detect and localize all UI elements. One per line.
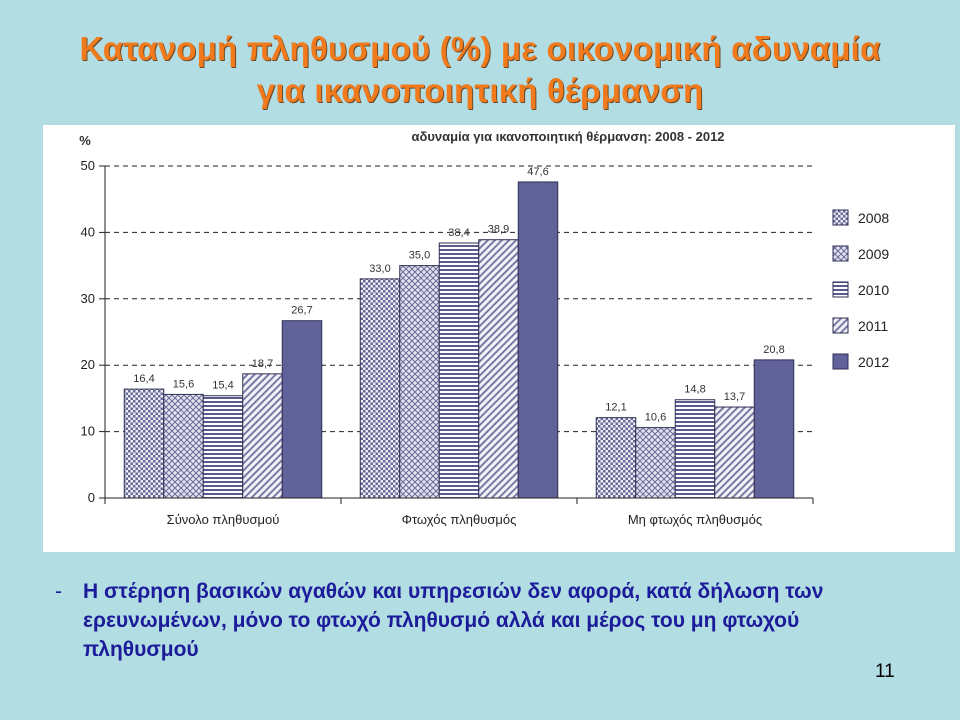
- bar-2010: [202, 395, 244, 499]
- legend-swatch-2009: [832, 245, 849, 262]
- data-label: 38,4: [448, 227, 469, 239]
- bar-2011: [478, 239, 519, 499]
- data-label: 12,1: [605, 402, 626, 414]
- data-label: 35,0: [409, 250, 430, 262]
- chart-title: αδυναμία για ικανοποιητική θέρμανση: 200…: [411, 129, 724, 144]
- data-label: 38,9: [488, 224, 509, 236]
- page-number: 11: [875, 661, 895, 682]
- data-label: 16,4: [133, 373, 154, 385]
- slide-title-line-1: Κατανομή πληθυσμού (%) με οικονομική αδυ…: [79, 30, 881, 67]
- bullet-text: Η στέρηση βασικών αγαθών και υπηρεσιών δ…: [83, 580, 824, 661]
- legend-swatch-2011: [832, 317, 849, 334]
- data-label: 15,4: [212, 380, 233, 392]
- bar-2010: [674, 399, 716, 499]
- x-tick-label: Μη φτωχός πληθυσμός: [628, 512, 762, 527]
- data-label: 13,7: [724, 391, 745, 403]
- bar-chart: αδυναμία για ικανοποιητική θέρμανση: 200…: [79, 129, 889, 527]
- data-label: 47,6: [527, 166, 548, 178]
- bar-2010: [438, 242, 480, 499]
- legend-swatch-2012: [832, 353, 849, 370]
- y-axis-label: %: [79, 133, 91, 148]
- bar-2009: [163, 393, 204, 499]
- data-label: 14,8: [684, 384, 705, 396]
- slide-title: Κατανομή πληθυσμού (%) με οικονομική αδυ…: [20, 28, 940, 112]
- slide-title-line-2: για ικανοποιητική θέρμανση: [256, 72, 704, 109]
- bar-2009: [635, 427, 676, 499]
- bar-2012: [517, 181, 559, 499]
- legend-label-2009: 2009: [858, 246, 889, 262]
- data-label: 26,7: [291, 305, 312, 317]
- bullet-marker: -: [55, 580, 62, 603]
- legend-swatch-2008: [832, 209, 849, 226]
- legend-label-2012: 2012: [858, 354, 889, 370]
- y-tick-label: 10: [81, 424, 95, 439]
- bar-2008: [123, 388, 165, 499]
- data-label: 33,0: [369, 263, 390, 275]
- data-label: 20,8: [763, 344, 784, 356]
- bar-2012: [753, 359, 795, 499]
- data-label: 18,7: [252, 358, 273, 370]
- bar-2008: [595, 417, 637, 499]
- y-tick-label: 0: [88, 490, 95, 505]
- data-label: 15,6: [173, 378, 194, 390]
- x-tick-label: Φτωχός πληθυσμός: [402, 512, 517, 527]
- bar-2011: [714, 406, 755, 499]
- y-tick-label: 30: [81, 291, 95, 306]
- y-tick-label: 40: [81, 224, 95, 239]
- legend-label-2011: 2011: [858, 318, 888, 334]
- bar-2012: [281, 320, 323, 499]
- y-tick-label: 20: [81, 357, 95, 372]
- y-tick-label: 50: [81, 158, 95, 173]
- data-label: 10,6: [645, 412, 666, 424]
- bar-2011: [242, 373, 283, 499]
- legend-label-2008: 2008: [858, 210, 889, 226]
- x-tick-label: Σύνολο πληθυσμού: [167, 512, 280, 527]
- bar-2008: [359, 278, 401, 499]
- chart-panel: αδυναμία για ικανοποιητική θέρμανση: 200…: [43, 125, 955, 552]
- legend-swatch-2010: [832, 281, 849, 298]
- bar-2009: [399, 265, 440, 499]
- legend-label-2010: 2010: [858, 282, 889, 298]
